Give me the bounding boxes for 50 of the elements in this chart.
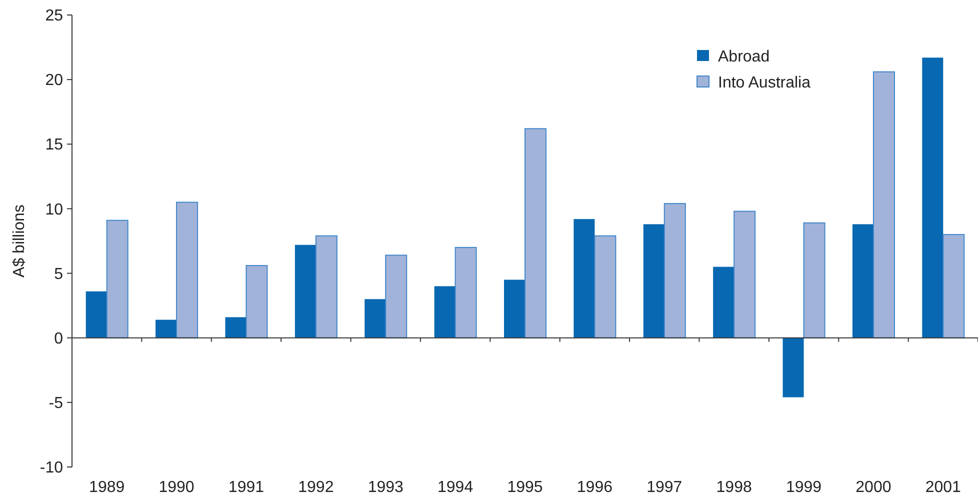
bar — [594, 235, 616, 338]
bar — [364, 299, 386, 338]
bar — [504, 280, 525, 338]
y-tick-label: -10 — [40, 460, 64, 477]
legend-label: Abroad — [718, 48, 770, 66]
bar — [713, 266, 734, 338]
x-tick-label: 2001 — [925, 479, 962, 496]
bar — [524, 128, 546, 338]
bar — [872, 71, 895, 338]
x-tick-label: 1995 — [507, 479, 543, 496]
bar — [385, 254, 408, 338]
bar — [225, 317, 246, 338]
x-tick-label: 1997 — [646, 479, 682, 496]
y-tick-label: 25 — [45, 8, 64, 25]
x-tick-label: 1999 — [786, 479, 822, 496]
y-tick-label: 5 — [54, 266, 64, 283]
bar — [942, 234, 965, 338]
bar — [643, 224, 664, 338]
x-tick-label: 1989 — [89, 479, 125, 496]
y-tick-label: 15 — [45, 136, 64, 154]
x-tick-label: 1991 — [228, 479, 264, 496]
y-axis-title: A$ billions — [11, 204, 28, 278]
x-tick-label: 1996 — [576, 479, 613, 496]
y-tick-label: 20 — [45, 72, 64, 90]
x-tick-label: 1992 — [298, 479, 334, 496]
bar — [315, 235, 338, 338]
y-tick-label: 0 — [54, 330, 64, 348]
legend-label: Into Australia — [718, 74, 811, 92]
x-tick-label: 2000 — [856, 479, 892, 496]
y-tick-label: -5 — [48, 395, 64, 412]
bar — [294, 244, 316, 338]
bar — [246, 265, 268, 338]
bar — [782, 338, 804, 398]
bar — [434, 286, 456, 338]
y-tick-label: 10 — [45, 201, 64, 218]
bar — [106, 220, 128, 338]
bar — [86, 291, 107, 338]
bar — [803, 222, 826, 338]
x-tick-label: 1994 — [438, 479, 474, 496]
x-tick-label: 1993 — [368, 479, 404, 496]
bar — [176, 202, 198, 338]
bar — [734, 210, 756, 338]
bar — [454, 246, 477, 338]
bar — [574, 219, 595, 338]
x-tick-label: 1998 — [716, 479, 752, 496]
bar — [852, 224, 874, 338]
x-tick-label: 1990 — [158, 479, 194, 496]
bar — [156, 320, 177, 338]
bar — [922, 58, 944, 338]
bar — [664, 203, 686, 338]
